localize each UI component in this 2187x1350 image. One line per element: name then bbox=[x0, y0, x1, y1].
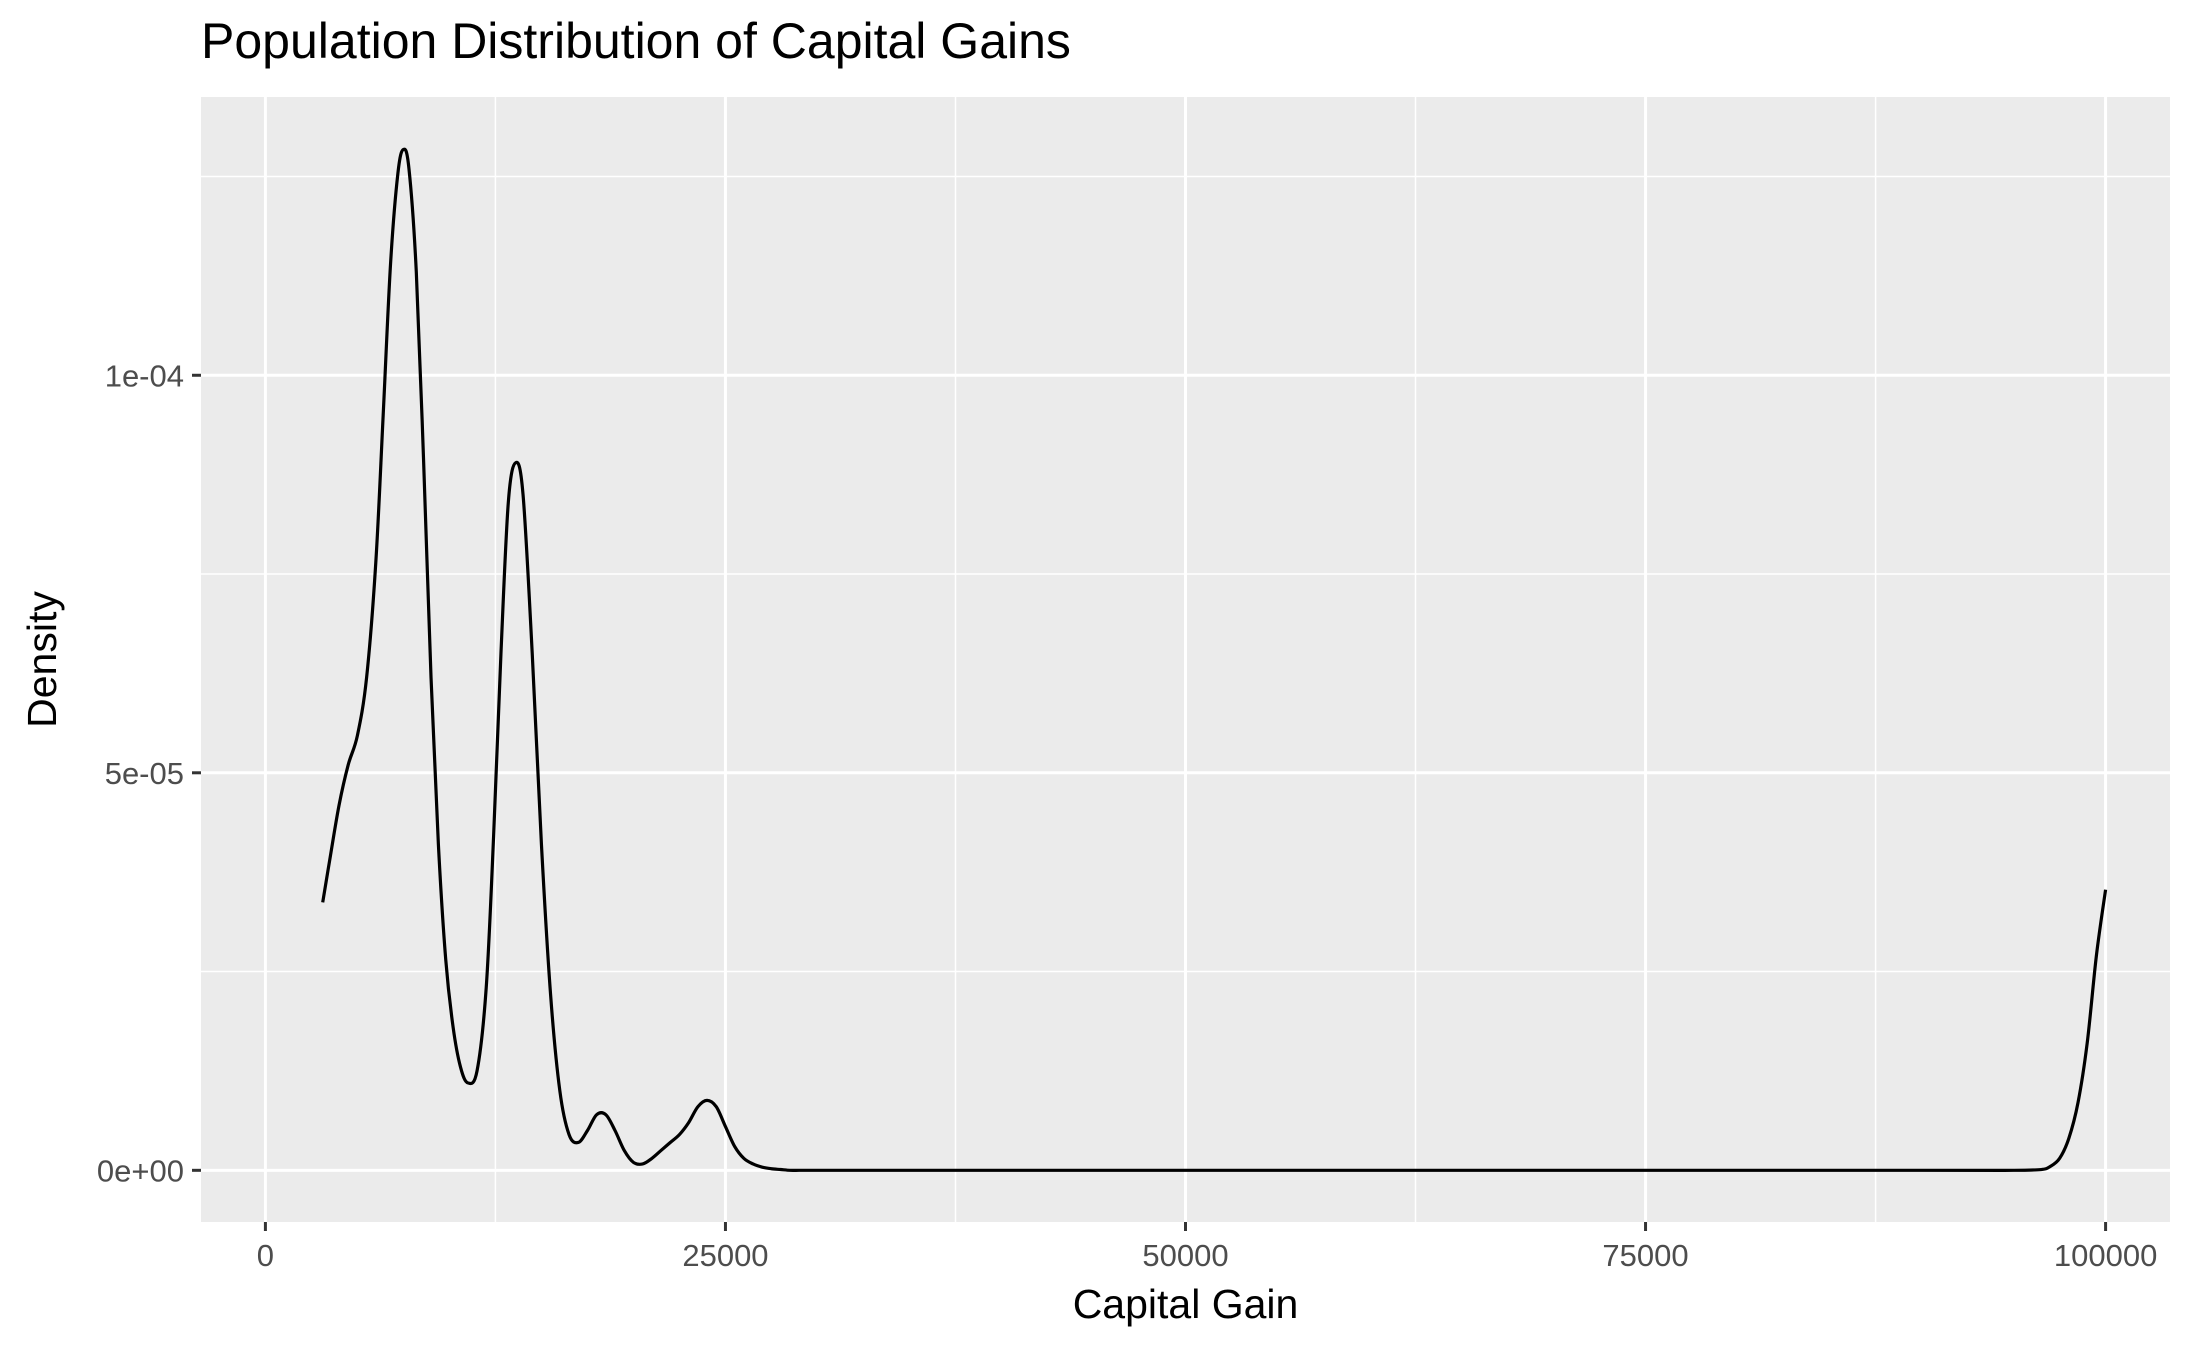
x-tick-label: 50000 bbox=[1142, 1238, 1228, 1273]
y-axis: 0e+00 5e-05 1e-04 bbox=[97, 358, 201, 1188]
x-axis: 0 25000 50000 75000 100000 bbox=[257, 1222, 2157, 1273]
y-tick-label: 1e-04 bbox=[105, 358, 184, 393]
y-tick-label: 0e+00 bbox=[97, 1153, 184, 1188]
x-tick-label: 0 bbox=[257, 1238, 274, 1273]
y-tick-label: 5e-05 bbox=[105, 756, 184, 791]
chart-title: Population Distribution of Capital Gains bbox=[201, 13, 1071, 69]
y-axis-title: Density bbox=[19, 591, 65, 728]
major-gridlines bbox=[201, 97, 2170, 1222]
x-tick-label: 100000 bbox=[2054, 1238, 2157, 1273]
x-tick-label: 75000 bbox=[1602, 1238, 1688, 1273]
x-axis-title: Capital Gain bbox=[1073, 1281, 1299, 1327]
x-tick-label: 25000 bbox=[682, 1238, 768, 1273]
density-line bbox=[321, 147, 2108, 1172]
